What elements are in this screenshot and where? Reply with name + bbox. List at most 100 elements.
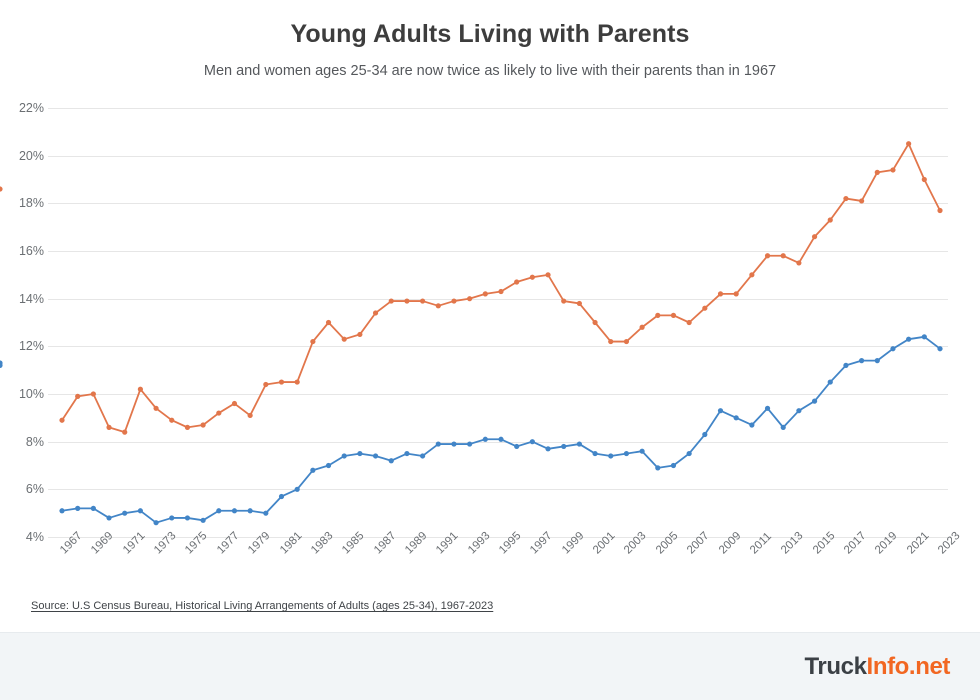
data-point [764, 405, 771, 411]
y-tick-label: 16% [18, 244, 44, 258]
y-tick-label: 20% [18, 148, 44, 163]
data-point [59, 508, 65, 514]
data-point [247, 412, 253, 419]
data-point [404, 298, 410, 304]
data-point [467, 441, 473, 447]
data-point [576, 441, 582, 447]
data-point [482, 436, 488, 442]
line-series-layer [0, 141, 943, 526]
data-point [811, 234, 818, 240]
data-point [686, 319, 692, 326]
data-point [780, 253, 786, 259]
data-point [514, 279, 520, 285]
data-point [717, 291, 724, 297]
data-point [263, 510, 269, 516]
y-tick-label: 14% [18, 291, 44, 306]
data-point [169, 515, 175, 521]
data-point [514, 443, 520, 450]
data-point [216, 410, 222, 416]
data-point [796, 408, 802, 414]
y-tick-label: 6% [25, 482, 44, 497]
data-point [231, 508, 238, 514]
data-point [906, 336, 912, 342]
data-point [639, 324, 645, 330]
series-men [0, 141, 943, 435]
gridline [48, 108, 948, 109]
y-tick-label: 4% [25, 530, 44, 544]
data-point [498, 436, 504, 442]
data-point [231, 400, 238, 407]
data-point [294, 486, 300, 492]
source-note: Source: U.S Census Bureau, Historical Li… [31, 600, 494, 612]
y-tick-label: 18% [18, 196, 44, 211]
data-point [388, 298, 394, 304]
data-point [529, 439, 535, 445]
data-point [278, 379, 285, 385]
data-point [372, 453, 379, 459]
y-tick-label: 22% [18, 101, 44, 115]
data-point [184, 515, 191, 521]
data-point [529, 274, 535, 280]
logo-text-primary: Truck [804, 653, 867, 680]
data-point [843, 195, 849, 202]
data-point [592, 450, 598, 457]
data-point [388, 458, 394, 464]
data-point [670, 312, 677, 318]
data-point [921, 334, 927, 340]
data-point [670, 462, 677, 469]
data-point [341, 453, 347, 459]
data-point [545, 272, 551, 278]
data-point [827, 379, 833, 385]
data-point [169, 417, 175, 423]
data-point [263, 381, 269, 388]
data-point [310, 467, 316, 473]
data-point [623, 338, 630, 345]
data-point [655, 465, 661, 471]
chart-plot-area: 4% 6% 8% 10% 12% 14% 16% 18% 20% 22% 1967 1969 1971… [0, 101, 980, 596]
data-point [874, 358, 880, 364]
data-point [247, 508, 253, 514]
data-point [592, 319, 598, 326]
gridline [48, 537, 948, 538]
footer-bar: TruckInfo.net [0, 632, 980, 700]
data-point [59, 417, 65, 423]
data-point [811, 398, 818, 404]
data-point [451, 298, 457, 304]
data-point [702, 305, 708, 311]
data-point [278, 493, 285, 500]
data-point [106, 515, 112, 521]
gridline [48, 346, 948, 348]
data-point [153, 520, 159, 526]
data-point [0, 186, 3, 192]
data-point [796, 260, 802, 266]
data-point [749, 422, 755, 428]
data-point [90, 391, 96, 397]
data-point [137, 508, 143, 514]
data-point [608, 453, 614, 459]
x-axis: 1967 1969 1971 1973 1975 1977 1979 1981 1983 1985… [0, 530, 980, 596]
data-point [420, 453, 426, 459]
data-point [310, 338, 316, 345]
data-point [106, 424, 112, 430]
data-point [874, 169, 880, 175]
data-point [561, 298, 567, 304]
data-point [733, 291, 739, 297]
data-point [341, 336, 347, 342]
data-point [827, 217, 833, 223]
data-point [184, 424, 191, 430]
data-point [325, 319, 332, 326]
data-point [404, 450, 410, 457]
data-point [122, 429, 128, 435]
data-point [843, 362, 849, 368]
gridline [48, 489, 948, 491]
data-point [937, 346, 943, 352]
data-point [702, 431, 708, 438]
data-point [451, 441, 457, 447]
data-point [906, 141, 912, 147]
data-point [200, 517, 206, 523]
logo-text-accent: Info.net [866, 653, 951, 680]
data-point [75, 393, 81, 399]
y-tick-label: 12% [18, 339, 44, 354]
data-point [859, 358, 865, 364]
data-point [420, 298, 426, 304]
